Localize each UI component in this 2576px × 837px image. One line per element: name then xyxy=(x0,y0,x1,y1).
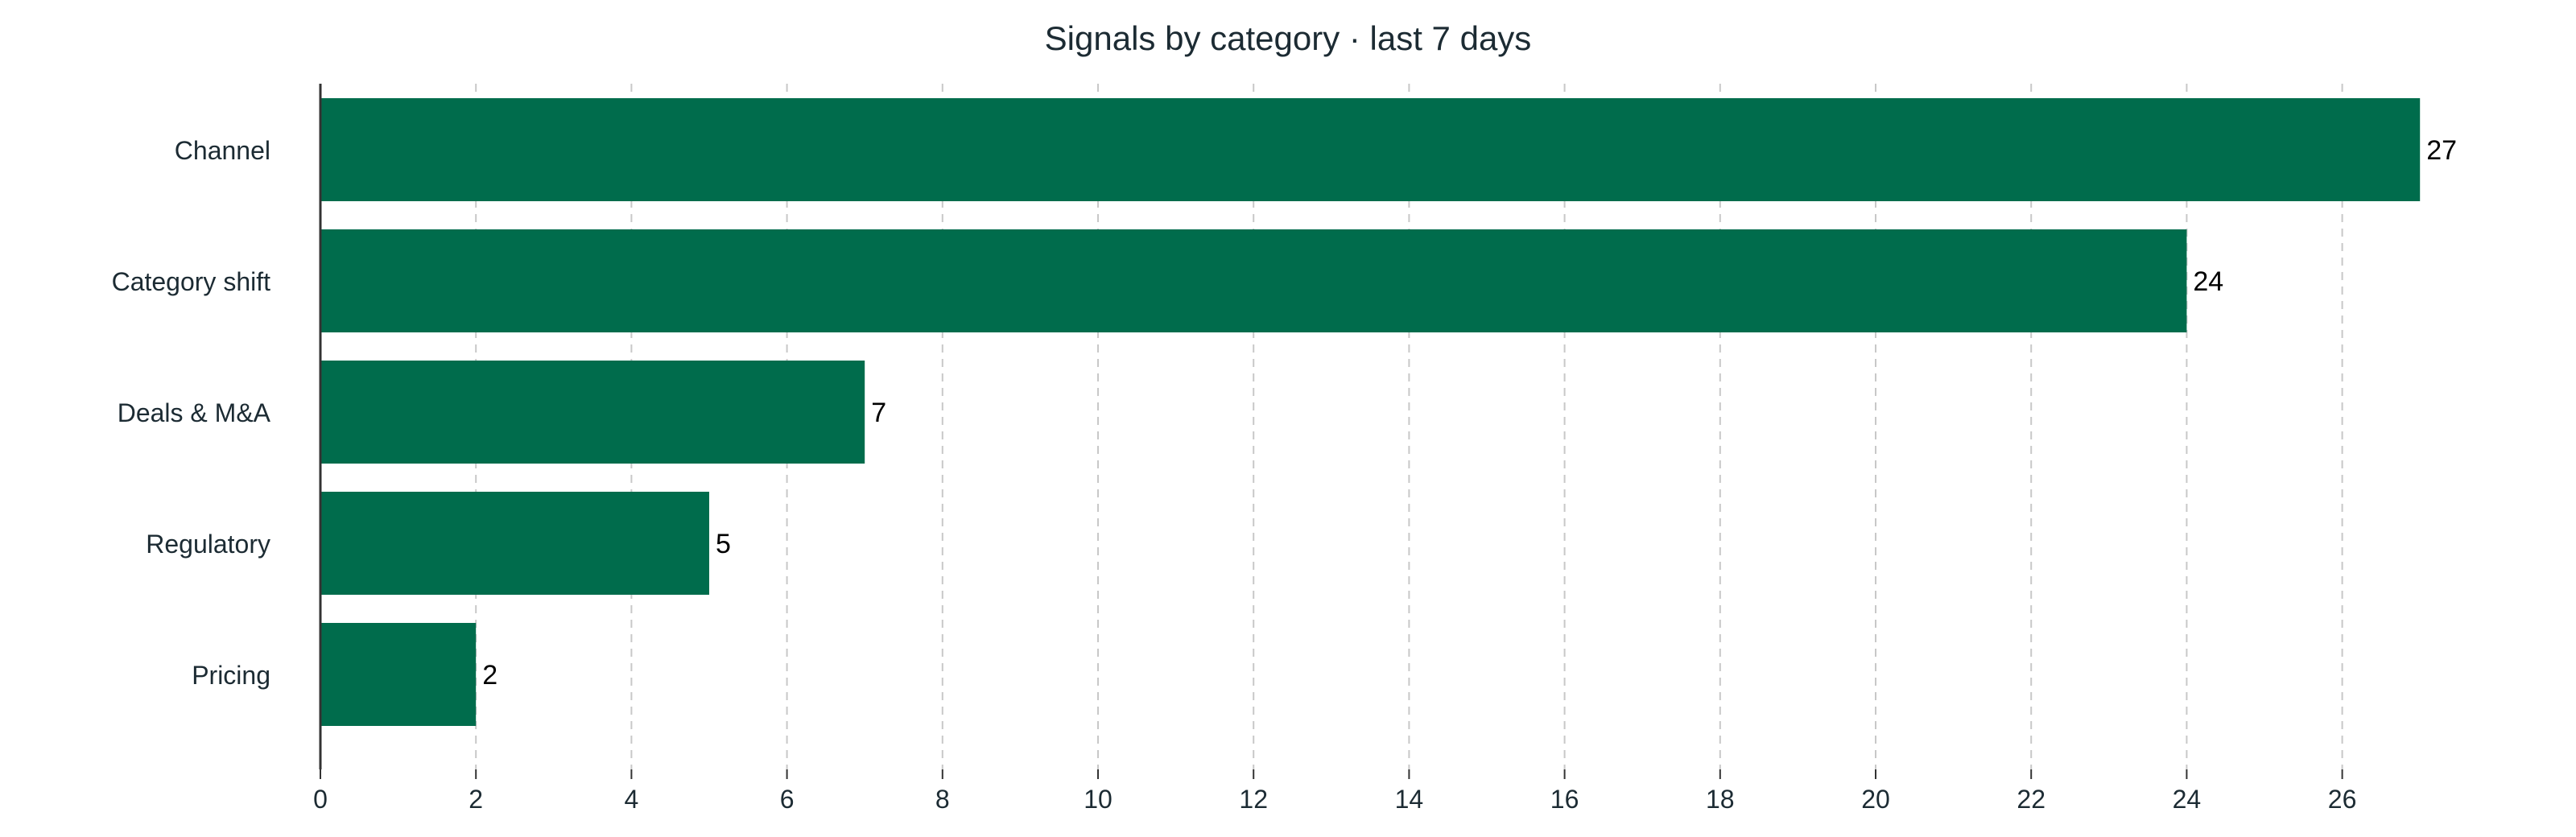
axes xyxy=(319,84,2343,779)
value-label: 2 xyxy=(482,660,497,691)
bar-regulatory xyxy=(320,492,709,595)
x-tick-label: 16 xyxy=(1550,785,1579,814)
value-label: 27 xyxy=(2426,135,2457,166)
chart-title: Signals by category · last 7 days xyxy=(1044,19,1532,57)
x-tick-label: 4 xyxy=(625,785,639,814)
x-tick-label: 14 xyxy=(1395,785,1424,814)
x-tick-label: 8 xyxy=(935,785,950,814)
value-label: 7 xyxy=(871,398,886,428)
category-label: Deals & M&A xyxy=(118,398,271,427)
category-label: Category shift xyxy=(112,267,271,296)
x-tick-label: 22 xyxy=(2017,785,2046,814)
category-label: Regulatory xyxy=(146,530,270,559)
x-tick-label: 0 xyxy=(313,785,328,814)
category-label: Pricing xyxy=(192,661,270,690)
x-tick-label: 18 xyxy=(1706,785,1735,814)
value-label: 24 xyxy=(2193,266,2223,297)
bar-pricing xyxy=(320,623,477,726)
x-tick-label: 10 xyxy=(1084,785,1113,814)
x-tick-label: 20 xyxy=(1861,785,1890,814)
bar-deals-m-a xyxy=(320,361,865,464)
x-tick-label: 26 xyxy=(2328,785,2357,814)
value-label: 5 xyxy=(716,529,731,559)
bars xyxy=(320,98,2421,726)
x-tick-label: 6 xyxy=(780,785,795,814)
category-label: Channel xyxy=(175,136,270,165)
bar-channel xyxy=(320,98,2421,201)
x-tick-label: 24 xyxy=(2173,785,2202,814)
bar-category-shift xyxy=(320,229,2187,332)
x-tick-label: 2 xyxy=(469,785,483,814)
x-tick-label: 12 xyxy=(1239,785,1268,814)
